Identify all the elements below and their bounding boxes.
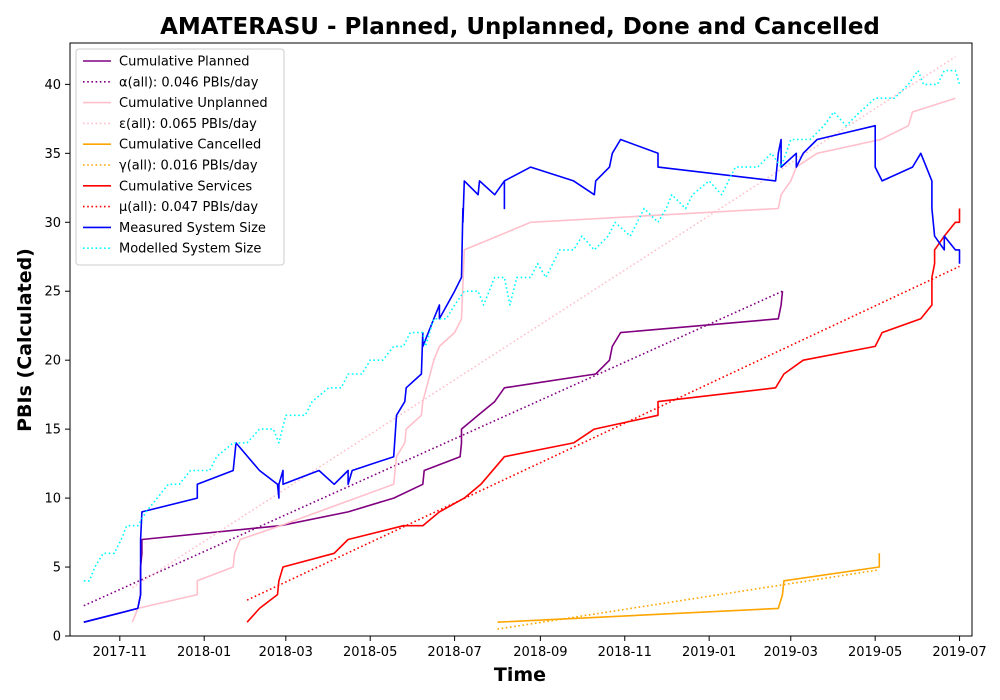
legend-entry-label: ε(all): 0.065 PBIs/day [119, 117, 257, 132]
x-tick-label: 2019-01 [682, 645, 736, 660]
y-tick-label: 0 [53, 630, 61, 645]
series-line-all-0-047-pbis-day [246, 265, 960, 601]
legend-entry-label: Measured System Size [119, 221, 266, 236]
y-axis: 0 5 10 15 20 25 30 35 40 [44, 78, 70, 645]
x-tick-label: 2019-07 [932, 645, 986, 660]
y-axis-label: PBIs (Calculated) [14, 248, 36, 432]
x-tick-label: 2018-05 [343, 645, 397, 660]
series-line-all-0-016-pbis-day [497, 569, 880, 630]
series-line-cumulative-cancelled [497, 553, 881, 623]
y-tick-label: 15 [44, 423, 61, 438]
legend-entry-label: Cumulative Services [119, 179, 252, 194]
series-line-all-0-046-pbis-day [83, 290, 783, 607]
y-tick-label: 30 [44, 216, 61, 231]
legend: Cumulative Planned α(all): 0.046 PBIs/day… [75, 48, 285, 266]
legend-entry-label: μ(all): 0.047 PBIs/day [119, 200, 258, 215]
series-line-cumulative-services [246, 208, 961, 623]
y-tick-label: 20 [44, 354, 61, 369]
x-tick-label: 2018-03 [259, 645, 313, 660]
chart-title: AMATERASU - Planned, Unplanned, Done and… [160, 14, 880, 40]
legend-box [75, 48, 285, 266]
y-tick-label: 35 [44, 147, 61, 162]
series-line-measured-system-size [83, 124, 961, 623]
x-tick-label: 2018-09 [513, 645, 567, 660]
x-tick-label: 2019-05 [848, 645, 902, 660]
legend-entry-label: Cumulative Cancelled [119, 138, 261, 153]
x-axis: 2017-11 2018-01 2018-03 2018-05 2018-07 2018-… [93, 636, 987, 660]
y-tick-label: 10 [44, 492, 61, 507]
y-tick-label: 5 [53, 561, 61, 576]
series-line-all-0-065-pbis-day [131, 56, 956, 589]
legend-entry-label: Cumulative Unplanned [119, 96, 268, 111]
x-tick-label: 2018-01 [177, 645, 231, 660]
plot-area [83, 56, 961, 630]
series-line-cumulative-planned [83, 291, 784, 623]
x-tick-label: 2019-03 [764, 645, 818, 660]
legend-entry-label: γ(all): 0.016 PBIs/day [119, 159, 258, 174]
y-tick-label: 25 [44, 285, 61, 300]
series-line-cumulative-unplanned [131, 97, 956, 623]
x-tick-label: 2017-11 [93, 645, 147, 660]
x-tick-label: 2018-07 [427, 645, 481, 660]
plot-frame [69, 42, 973, 637]
legend-entry-label: α(all): 0.046 PBIs/day [119, 75, 259, 90]
legend-entry-label: Cumulative Planned [119, 55, 249, 70]
legend-entry-label: Modelled System Size [119, 242, 261, 257]
y-tick-label: 40 [44, 78, 61, 93]
x-tick-label: 2018-11 [598, 645, 652, 660]
x-axis-label: Time [494, 664, 546, 686]
